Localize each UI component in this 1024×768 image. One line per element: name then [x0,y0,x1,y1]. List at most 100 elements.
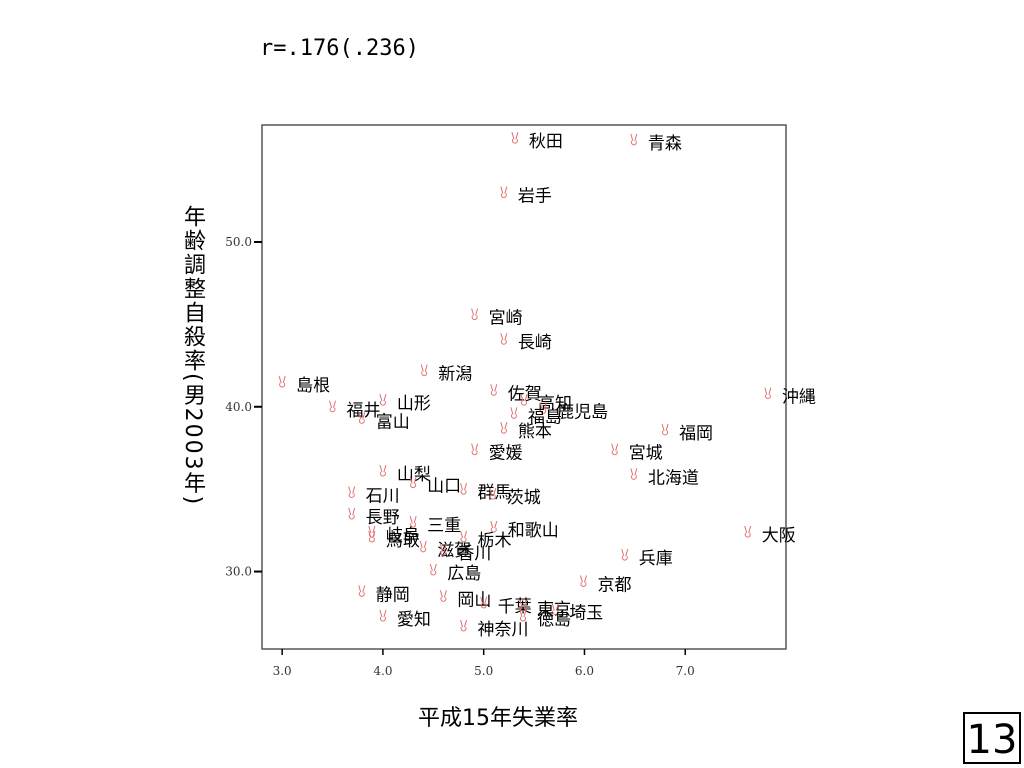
point [661,423,669,436]
point [611,443,619,456]
point-label: 山形 [397,394,431,414]
point-label: 青森 [648,134,682,154]
point-label: 島根 [296,376,330,396]
page-number: 13 [963,712,1021,764]
point [368,530,376,543]
point-label: 佐賀 [508,384,542,404]
point-label: 岐阜 [386,526,420,546]
point [379,464,387,477]
point-label: 和歌山 [508,521,559,541]
point-label: 大阪 [762,526,796,546]
point [420,364,428,376]
point [329,400,337,413]
point-label: 福井 [347,401,381,421]
point-label: 栃木 [478,531,512,551]
point [500,422,508,434]
x-tick-label: 4.0 [373,664,392,678]
point-label: 北海道 [648,468,699,488]
point-label: 長野 [366,508,400,528]
point [460,619,468,632]
point-label: 香川 [457,544,491,564]
point-label: 岩手 [518,187,552,207]
point-label: 千葉 [498,597,532,617]
y-tick-label: 50.0 [225,235,252,249]
x-tick-label: 5.0 [474,664,493,678]
point-label: 兵庫 [639,549,673,569]
point [358,412,366,424]
point-label: 神奈川 [478,620,529,640]
point [460,530,468,543]
point [439,543,447,556]
point [409,515,417,528]
point [519,600,527,612]
point [278,375,286,388]
point [348,486,356,498]
point [489,487,497,500]
point-label: 愛媛 [489,444,523,464]
x-tick-label: 6.0 [575,664,594,678]
x-tick-label: 7.0 [676,664,695,678]
point-label: 茨城 [507,488,541,508]
y-tick-label: 40.0 [225,400,252,414]
point [429,563,437,576]
point [621,548,629,561]
point [490,384,498,396]
point [419,540,427,553]
point [551,603,559,615]
point-label: 山口 [427,477,461,497]
point [409,476,417,488]
point-label: 新潟 [438,365,472,385]
point [460,483,468,495]
point-label: 宮崎 [489,308,523,328]
point-label: 徳島 [537,610,571,630]
y-axis-label: 年齢調整自殺率(男2003年) [180,205,205,507]
point-label: 広島 [447,564,481,584]
point [358,585,366,597]
chart-title: r=.176(.236) [260,36,419,61]
point [520,394,528,406]
point [519,609,527,622]
point [744,525,752,538]
y-tick-label: 30.0 [225,565,252,579]
point-label: 沖縄 [782,388,816,408]
point [480,596,488,609]
point [471,308,479,320]
point-label: 福島 [528,407,562,427]
point-label: 石川 [366,486,400,506]
point-label: 山梨 [397,465,431,485]
point [511,132,519,144]
plot-frame [261,124,787,650]
point-label: 宮城 [629,444,663,464]
point-label: 福岡 [679,424,713,444]
point [490,520,498,533]
point [510,407,518,419]
point [348,507,356,520]
point [439,590,447,602]
point [379,609,387,622]
point-label: 鳥取 [386,531,420,551]
point [471,443,479,456]
point-label: 鹿児島 [557,402,608,422]
point-label: 熊本 [518,422,552,442]
point-label: 三重 [427,516,461,536]
point [630,468,638,480]
point [579,575,587,587]
point [539,402,547,414]
point-label: 高知 [538,394,572,414]
point-label: 岡山 [457,590,491,610]
x-axis-label: 平成15年失業率 [418,706,578,731]
point [630,133,638,146]
point-label: 富山 [376,412,410,432]
point-label: 埼玉 [569,603,603,623]
point [764,387,772,400]
x-tick-label: 3.0 [273,664,292,678]
point [500,333,508,345]
point-label: 京都 [597,575,631,595]
point-label: 秋田 [529,132,563,152]
point [379,394,387,406]
point [500,186,508,198]
point-label: 静岡 [376,585,410,605]
point-label: 長崎 [518,333,552,353]
